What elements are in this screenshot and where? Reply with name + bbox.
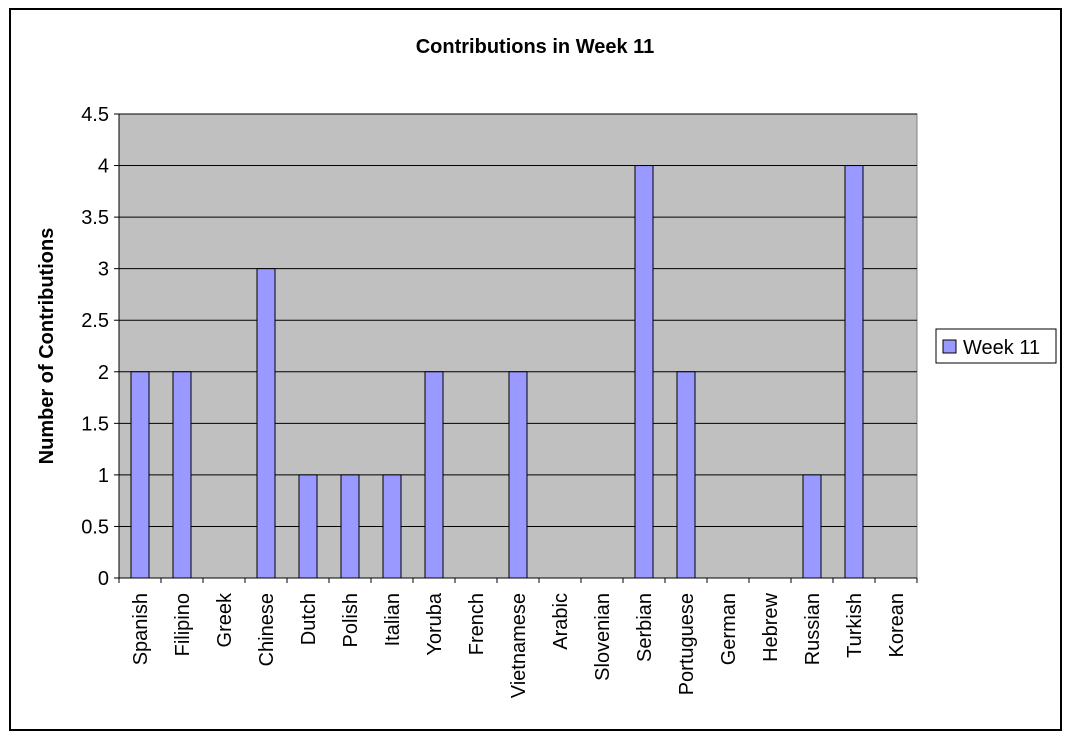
bar-portuguese <box>676 371 696 579</box>
x-tick-label: Serbian <box>634 593 656 662</box>
x-tick-label: Polish <box>340 593 362 647</box>
y-tick-label: 1 <box>98 465 109 487</box>
bar-polish <box>340 474 360 579</box>
y-tick-label: 4 <box>98 156 109 178</box>
x-tick-label: Yoruba <box>424 592 446 656</box>
bar-spanish <box>130 371 150 579</box>
y-tick-label: 3.5 <box>81 207 109 229</box>
x-tick-label: Italian <box>382 593 404 646</box>
bar-russian <box>802 474 822 579</box>
x-tick-label: Russian <box>802 593 824 665</box>
bar-yoruba <box>424 371 444 579</box>
legend: Week 11 <box>935 328 1057 364</box>
bar-italian <box>382 474 402 579</box>
x-tick-label: Filipino <box>172 593 194 656</box>
chart-title: Contributions in Week 11 <box>416 36 655 58</box>
x-tick-label: Turkish <box>844 593 866 658</box>
y-tick-label: 2 <box>98 362 109 384</box>
y-tick-label: 0 <box>98 568 109 590</box>
y-tick-label: 3 <box>98 259 109 281</box>
y-tick-label: 0.5 <box>81 516 109 538</box>
bar-turkish <box>844 165 864 579</box>
x-tick-label: French <box>466 593 488 655</box>
bar-serbian <box>634 165 654 579</box>
bar-filipino <box>172 371 192 579</box>
x-tick-label: Vietnamese <box>508 593 530 698</box>
legend-label: Week 11 <box>963 337 1040 359</box>
x-tick-label: Portuguese <box>676 593 698 695</box>
x-tick-label: Korean <box>886 593 908 658</box>
x-tick-label: German <box>718 593 740 665</box>
plot-area: 0 0.5 1 1.5 2 2.5 3 3.5 4 4.5 Spanish Filipino Greek… <box>81 104 918 698</box>
x-tick-label: Greek <box>214 592 236 647</box>
y-tick-label: 2.5 <box>81 310 109 332</box>
x-tick-label: Chinese <box>256 593 278 666</box>
bar-chinese <box>256 268 276 579</box>
x-tick-label: Dutch <box>298 593 320 645</box>
y-tick-label: 1.5 <box>81 413 109 435</box>
x-tick-label: Arabic <box>550 593 572 650</box>
bar-dutch <box>298 474 318 579</box>
bar-vietnamese <box>508 371 528 579</box>
y-axis-label: Number of Contributions <box>36 228 58 465</box>
y-tick-label: 4.5 <box>81 104 109 126</box>
x-tick-label: Spanish <box>130 593 152 665</box>
x-tick-label: Slovenian <box>592 593 614 681</box>
x-tick-label: Hebrew <box>760 592 782 661</box>
legend-swatch <box>942 339 957 354</box>
